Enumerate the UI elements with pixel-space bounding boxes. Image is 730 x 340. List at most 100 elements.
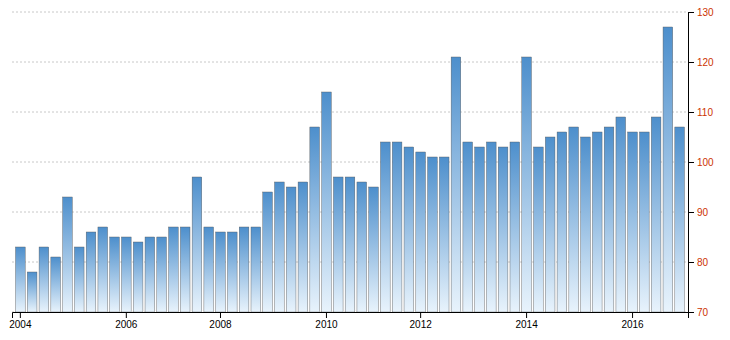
- bar: [357, 182, 367, 312]
- x-tick: 2008: [209, 312, 232, 330]
- y-tick: 120: [688, 57, 714, 68]
- bar: [157, 237, 167, 312]
- bar: [557, 132, 567, 312]
- bar: [263, 192, 273, 312]
- bar: [439, 157, 449, 312]
- bar: [569, 127, 579, 312]
- y-tick-label: 100: [697, 157, 714, 168]
- bar: [110, 237, 120, 312]
- bar: [98, 227, 108, 312]
- y-axis: 70 80 90 100 110 120 130: [688, 7, 714, 318]
- bar: [239, 227, 249, 312]
- y-tick-mark: [688, 162, 694, 163]
- bar: [545, 137, 555, 312]
- bar: [486, 142, 496, 312]
- bar: [604, 127, 614, 312]
- y-tick-label: 130: [697, 7, 714, 18]
- bar: [380, 142, 390, 312]
- bar: [63, 197, 73, 312]
- y-tick-label: 80: [697, 257, 709, 268]
- bar: [581, 137, 591, 312]
- bar: [345, 177, 355, 312]
- y-tick-mark: [688, 12, 694, 13]
- y-tick-label: 120: [697, 57, 714, 68]
- y-tick-mark: [688, 62, 694, 63]
- x-tick-label: 2008: [209, 319, 232, 330]
- bar: [333, 177, 343, 312]
- bar: [86, 232, 96, 312]
- x-tick-label: 2016: [621, 319, 644, 330]
- plot: 2004 2006 2008 2010 2012 2014 2016 70 80 90 100 110…: [9, 7, 714, 330]
- bar: [204, 227, 214, 312]
- y-tick: 130: [688, 7, 714, 18]
- x-tick: 2006: [115, 312, 138, 330]
- x-tick: 2004: [9, 312, 32, 330]
- y-tick-mark: [688, 262, 694, 263]
- bar: [180, 227, 190, 312]
- bar: [451, 57, 461, 312]
- x-tick-label: 2004: [9, 319, 32, 330]
- x-tick-mark: [326, 312, 327, 318]
- bar: [369, 187, 379, 312]
- bar: [416, 152, 426, 312]
- bar: [651, 117, 661, 312]
- x-tick-label: 2010: [315, 319, 338, 330]
- bar: [475, 147, 485, 312]
- bar: [27, 272, 37, 312]
- bar: [192, 177, 202, 312]
- grid: [12, 12, 688, 312]
- y-tick: 100: [688, 157, 714, 168]
- bar: [639, 132, 649, 312]
- bar: [675, 127, 685, 312]
- bar: [227, 232, 237, 312]
- bar: [286, 187, 296, 312]
- bar: [592, 132, 602, 312]
- x-tick-label: 2006: [115, 319, 138, 330]
- bar: [663, 27, 673, 312]
- bar: [392, 142, 402, 312]
- bar: [510, 142, 520, 312]
- bar: [169, 227, 179, 312]
- bar: [74, 247, 84, 312]
- bar: [298, 182, 308, 312]
- y-tick: 90: [688, 207, 709, 218]
- x-tick-mark: [20, 312, 21, 318]
- x-tick: 2012: [410, 312, 433, 330]
- bar: [498, 147, 508, 312]
- y-tick-label: 110: [697, 107, 713, 118]
- x-tick-mark: [420, 312, 421, 318]
- bar: [251, 227, 261, 312]
- bar: [522, 57, 532, 312]
- grid-line: [12, 12, 688, 13]
- bar: [616, 117, 626, 312]
- bar: [133, 242, 143, 312]
- y-axis-line: [689, 13, 695, 313]
- bar: [216, 232, 226, 312]
- x-tick-mark: [220, 312, 221, 318]
- bar: [39, 247, 49, 312]
- y-tick-label: 90: [697, 207, 709, 218]
- bar: [310, 127, 320, 312]
- bars: [16, 27, 685, 312]
- bar: [322, 92, 332, 312]
- bar: [16, 247, 26, 312]
- x-tick: 2016: [621, 312, 644, 330]
- bar: [534, 147, 544, 312]
- y-tick: 80: [688, 257, 709, 268]
- bar: [428, 157, 438, 312]
- y-tick-mark: [688, 212, 694, 213]
- bar: [628, 132, 638, 312]
- y-tick: 70: [688, 307, 709, 318]
- x-axis-line: [13, 313, 689, 319]
- x-tick-label: 2014: [515, 319, 538, 330]
- y-tick-mark: [688, 112, 694, 113]
- bar: [121, 237, 131, 312]
- grid-line: [12, 112, 688, 113]
- x-tick: 2010: [315, 312, 338, 330]
- chart: 2004 2006 2008 2010 2012 2014 2016 70 80 90 100 110…: [0, 0, 730, 340]
- x-tick-label: 2012: [410, 319, 433, 330]
- y-tick-label: 70: [697, 307, 709, 318]
- bar: [404, 147, 414, 312]
- grid-line: [12, 62, 688, 63]
- x-axis: 2004 2006 2008 2010 2012 2014 2016: [9, 312, 688, 330]
